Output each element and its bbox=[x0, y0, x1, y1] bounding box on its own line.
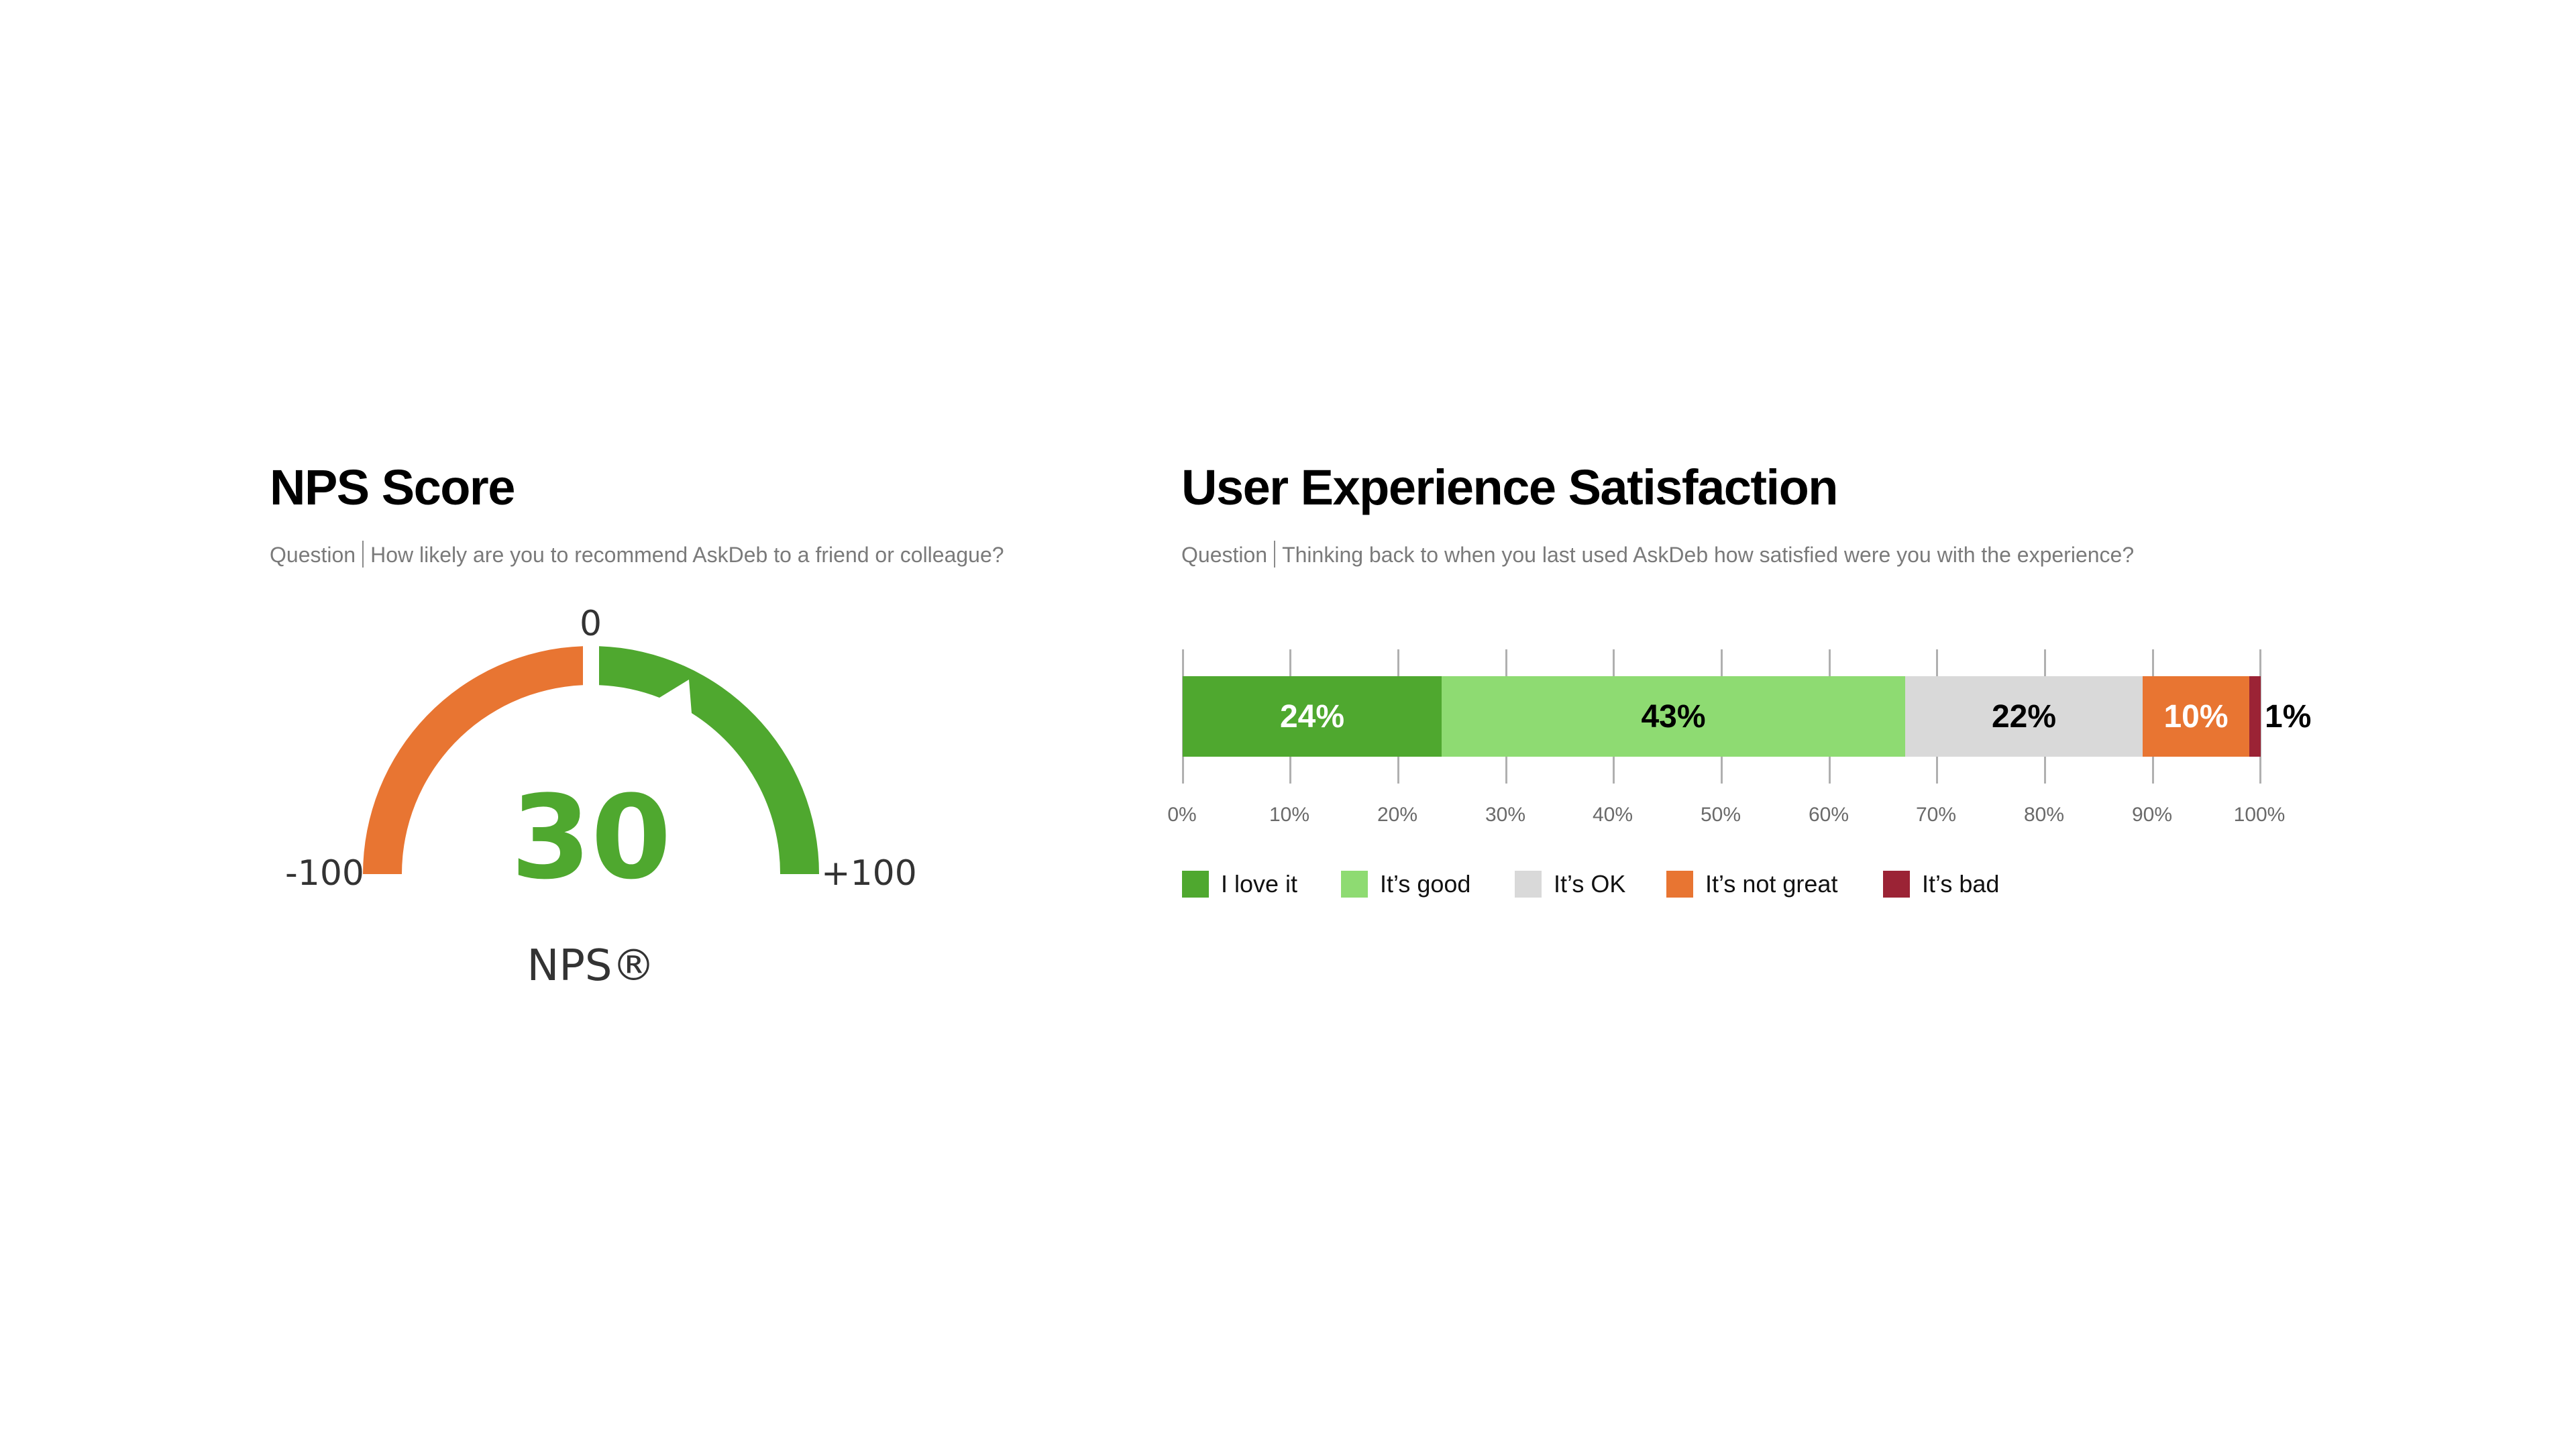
question-text: How likely are you to recommend AskDeb t… bbox=[370, 543, 1004, 567]
segment-value: 22% bbox=[1991, 698, 2057, 735]
axis-tick-label: 50% bbox=[1700, 804, 1741, 826]
bar-segment-bad-label: 1% bbox=[2265, 676, 2313, 757]
bar-segment-good[interactable]: 43% bbox=[1442, 676, 1905, 757]
bar-segment-bad[interactable] bbox=[2249, 676, 2261, 757]
legend-label: I love it bbox=[1221, 870, 1298, 898]
gauge-min-label: -100 bbox=[285, 853, 365, 894]
divider bbox=[362, 541, 364, 568]
legend-label: It’s not great bbox=[1705, 870, 1838, 898]
axis-tick-label: 90% bbox=[2131, 804, 2173, 826]
bar-segment-ok[interactable]: 22% bbox=[1905, 676, 2143, 757]
question-label: Question bbox=[270, 543, 356, 567]
axis-tick-label: 70% bbox=[1915, 804, 1957, 826]
question-text: Thinking back to when you last used AskD… bbox=[1282, 543, 2135, 567]
axis-tick-label: 20% bbox=[1377, 804, 1418, 826]
legend-swatch bbox=[1341, 871, 1368, 898]
legend-item-good[interactable]: It’s good bbox=[1341, 870, 1471, 898]
nps-caption: NPS® bbox=[527, 941, 655, 991]
legend-item-bad[interactable]: It’s bad bbox=[1883, 870, 2000, 898]
gauge-negative-arc bbox=[363, 646, 583, 874]
divider bbox=[1274, 541, 1276, 568]
axis-tick-label: 10% bbox=[1269, 804, 1310, 826]
nps-question: Question How likely are you to recommend … bbox=[270, 541, 1004, 568]
legend-label: It’s good bbox=[1380, 870, 1471, 898]
legend-swatch bbox=[1666, 871, 1693, 898]
gauge-max-label: +100 bbox=[821, 853, 917, 894]
axis-tick-label: 40% bbox=[1592, 804, 1633, 826]
legend-swatch bbox=[1182, 871, 1209, 898]
gauge-mid-label: 0 bbox=[580, 604, 602, 644]
legend-swatch bbox=[1515, 871, 1542, 898]
bar-segment-love[interactable]: 24% bbox=[1183, 676, 1442, 757]
legend-label: It’s OK bbox=[1554, 870, 1626, 898]
gauge-positive-arc bbox=[599, 646, 819, 874]
legend-item-not-great[interactable]: It’s not great bbox=[1666, 870, 1838, 898]
axis-tick-label: 30% bbox=[1485, 804, 1526, 826]
segment-value: 24% bbox=[1279, 698, 1345, 735]
bar-segment-not-great[interactable]: 10% bbox=[2143, 676, 2249, 757]
legend-label: It’s bad bbox=[1922, 870, 2000, 898]
legend-item-ok[interactable]: It’s OK bbox=[1515, 870, 1626, 898]
legend-swatch bbox=[1883, 871, 1910, 898]
segment-value: 10% bbox=[2163, 698, 2229, 735]
question-label: Question bbox=[1181, 543, 1268, 567]
ux-question: Question Thinking back to when you last u… bbox=[1181, 541, 2134, 568]
axis-tick-label: 80% bbox=[2023, 804, 2065, 826]
axis-tick-label: 100% bbox=[2233, 804, 2286, 826]
axis-tick-label: 60% bbox=[1808, 804, 1849, 826]
ux-title: User Experience Satisfaction bbox=[1181, 460, 1839, 515]
axis-tick-label: 0% bbox=[1167, 804, 1197, 826]
segment-value: 1% bbox=[2265, 698, 2312, 735]
nps-title: NPS Score bbox=[270, 460, 515, 515]
legend-item-love[interactable]: I love it bbox=[1182, 870, 1298, 898]
segment-value: 43% bbox=[1641, 698, 1706, 735]
nps-score-value: 30 bbox=[511, 770, 672, 905]
